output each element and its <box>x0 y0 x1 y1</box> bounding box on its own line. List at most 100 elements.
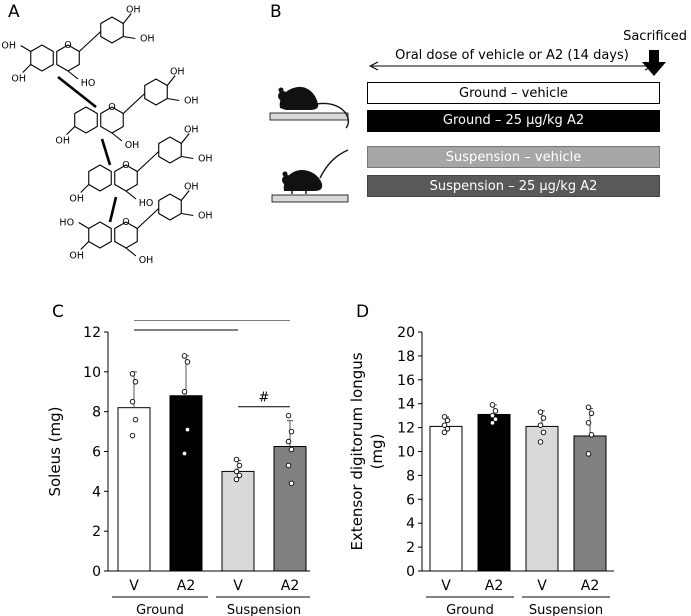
group-label-ground-a2: Ground – 25 μg/kg A2 <box>442 113 585 128</box>
ring-oxygen-label: O <box>108 102 115 113</box>
hydroxyl-label: OH <box>139 255 154 266</box>
edl-data-point <box>489 402 496 408</box>
edl-data-point <box>588 410 595 417</box>
edl-data-point <box>540 429 547 436</box>
edl-category-label: V <box>441 578 451 594</box>
soleus-bar <box>117 407 151 572</box>
soleus-y-tick-label: 0 <box>92 564 101 580</box>
edl-data-point <box>489 412 496 419</box>
edl-data-point <box>537 439 544 445</box>
group-label-suspension-a2: Suspension – 25 μg/kg A2 <box>429 179 598 194</box>
group-label-ground-vehicle: Ground – vehicle <box>459 86 568 101</box>
hydroxyl-label: OH <box>184 96 199 107</box>
soleus-data-point <box>288 480 295 487</box>
edl-y-axis-label: Extensor digitorum longus <box>350 352 366 550</box>
edl-category-label: V <box>537 578 547 594</box>
edl-y-tick-label: 18 <box>397 349 415 365</box>
hydroxyl-label: OH <box>69 194 84 205</box>
soleus-data-point <box>129 398 136 405</box>
soleus-y-tick-label: 8 <box>92 405 101 421</box>
panel-label-a: A <box>8 2 20 22</box>
edl-data-point <box>537 409 544 415</box>
soleus-data-point <box>184 359 191 365</box>
oral-dose-label: Oral dose of vehicle or A2 (14 days) <box>395 48 629 63</box>
edl-data-point <box>585 404 592 411</box>
edl-y-axis-label: (mg) <box>368 434 386 470</box>
soleus-data-point <box>233 468 240 475</box>
soleus-data-point <box>236 472 243 479</box>
edl-data-point <box>492 408 499 414</box>
edl-y-tick-label: 8 <box>406 468 415 484</box>
soleus-y-tick-label: 2 <box>92 524 101 540</box>
soleus-data-point <box>233 456 240 463</box>
soleus-data-point <box>129 432 136 439</box>
edl-y-tick-label: 12 <box>397 421 415 437</box>
hydroxyl-label: OH <box>11 74 26 85</box>
soleus-data-point <box>233 476 240 483</box>
edl-data-point <box>444 426 451 432</box>
soleus-data-point <box>184 426 191 433</box>
ring-oxygen-label: O <box>64 40 71 51</box>
edl-y-tick-label: 4 <box>406 516 415 532</box>
edl-category-label: A2 <box>581 578 599 594</box>
group-bar-suspension-a2: Suspension – 25 μg/kg A2 <box>367 175 660 197</box>
edl-data-point <box>585 420 592 426</box>
soleus-y-tick-label: 4 <box>92 484 101 500</box>
sacrificed-arrow-icon <box>642 50 666 76</box>
sacrificed-label: Sacrificed <box>623 29 687 44</box>
panel-label-d: D <box>356 302 370 322</box>
ring-oxygen-label: O <box>122 217 129 228</box>
soleus-data-point <box>285 462 292 469</box>
edl-y-tick-label: 0 <box>406 564 415 580</box>
hydroxyl-label: OH <box>170 67 185 78</box>
soleus-y-axis-label: Soleus (mg) <box>46 406 64 496</box>
rat-suspension-icon <box>271 149 349 203</box>
edl-bar <box>429 425 463 572</box>
soleus-category-label: V <box>233 578 243 594</box>
soleus-data-point <box>285 412 292 419</box>
group-bar-ground-a2: Ground – 25 μg/kg A2 <box>367 110 660 132</box>
soleus-category-label: A2 <box>281 578 299 594</box>
hydroxyl-label: OH <box>126 5 141 16</box>
edl-data-point <box>441 429 448 436</box>
soleus-chart: 0 2 4 6 8 10 12 Soleus (mg) V A2 V A2 Ground Suspensi… <box>46 320 310 616</box>
group-bar-ground-vehicle: Ground – vehicle <box>367 82 660 104</box>
edl-bar <box>477 413 511 572</box>
soleus-group-label: Suspension <box>227 603 301 616</box>
soleus-significance-label: # <box>259 391 270 406</box>
edl-y-tick-label: 6 <box>406 492 415 508</box>
soleus-data-point <box>129 371 136 377</box>
soleus-data-point <box>181 388 188 395</box>
edl-y-tick-label: 14 <box>397 397 415 413</box>
panel-label-c: C <box>52 302 64 322</box>
edl-data-point <box>441 414 448 420</box>
hydroxyl-label: OH <box>55 136 70 147</box>
edl-y-tick-label: 10 <box>397 445 415 461</box>
chemical-structure: O OH OH HO OH OH O OH OH OH OH O OH OH HO OH O OH OH OH OH HO <box>1 5 213 267</box>
group-bar-suspension-vehicle: Suspension – vehicle <box>367 146 660 168</box>
soleus-data-point <box>288 446 295 453</box>
hydroxyl-label: HO <box>81 78 96 89</box>
hydroxyl-label: OH <box>69 251 84 262</box>
soleus-bar <box>221 470 255 572</box>
hydroxyl-label: HO <box>59 218 74 229</box>
hydroxyl-label: OH <box>125 140 140 151</box>
soleus-significance-label: ** <box>177 320 195 330</box>
edl-group-label: Suspension <box>529 603 603 616</box>
edl-data-point <box>588 432 595 438</box>
soleus-y-tick-label: 6 <box>92 445 101 461</box>
soleus-group-label: Ground <box>136 603 184 616</box>
hydroxyl-label: OH <box>198 211 213 222</box>
edl-data-point <box>540 415 547 421</box>
soleus-data-point <box>236 462 243 469</box>
hydroxyl-label: OH <box>198 154 213 165</box>
hydroxyl-label: OH <box>140 34 155 45</box>
edl-chart: 0 2 4 6 8 10 12 14 16 18 20 Extensor digitorum long… <box>350 325 614 616</box>
edl-data-point <box>585 451 592 457</box>
edl-bar <box>525 425 559 572</box>
soleus-data-point <box>288 428 295 435</box>
soleus-data-point <box>285 438 292 445</box>
soleus-data-point <box>132 416 139 423</box>
soleus-category-label: A2 <box>177 578 195 594</box>
edl-category-label: A2 <box>485 578 503 594</box>
